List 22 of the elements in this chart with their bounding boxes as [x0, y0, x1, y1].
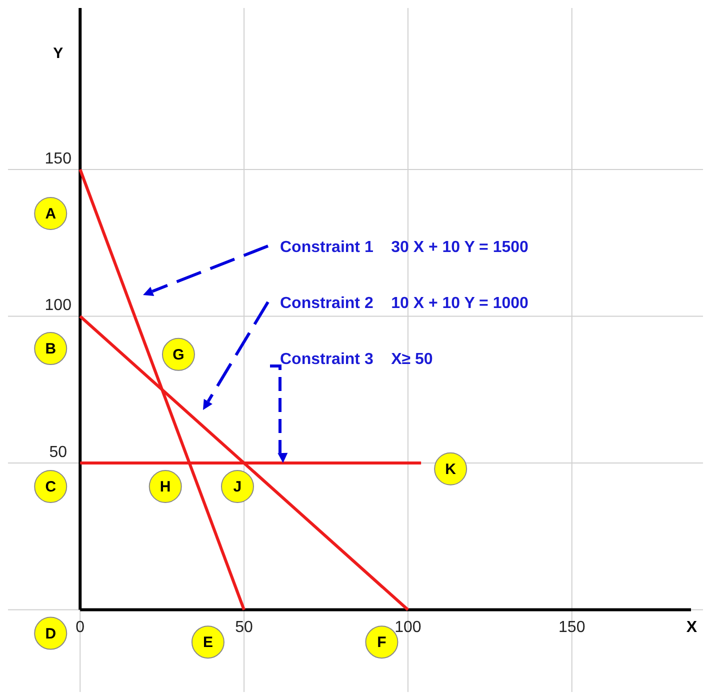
x-tick-label: 0 — [76, 618, 85, 636]
x-tick-label: 150 — [558, 618, 586, 636]
y-tick-label: 100 — [44, 297, 72, 314]
annotation: H — [160, 478, 171, 496]
annotation: D — [45, 625, 56, 642]
annotation: E — [202, 634, 213, 652]
annotation: A — [45, 205, 56, 222]
annotation: K — [445, 460, 456, 478]
annotation: Constraint 1 30 X + 10 Y = 1500 — [280, 239, 529, 256]
x-axis-title: X — [686, 618, 698, 636]
annotation: Constraint 2 10 X + 10 Y = 1000 — [280, 295, 529, 312]
annotation: J — [233, 478, 242, 496]
annotation: B — [45, 340, 56, 358]
annotation: C — [45, 478, 56, 496]
y-tick-label: 50 — [49, 444, 68, 462]
x-tick-label: 100 — [394, 618, 422, 636]
annotation: Constraint 3 X≥ 50 — [280, 351, 433, 368]
annotation: F — [377, 634, 386, 652]
y-axis-title: Y — [53, 45, 64, 62]
annotation: G — [172, 346, 184, 364]
y-tick-label: 150 — [44, 150, 72, 168]
x-tick-label: 50 — [235, 618, 254, 636]
